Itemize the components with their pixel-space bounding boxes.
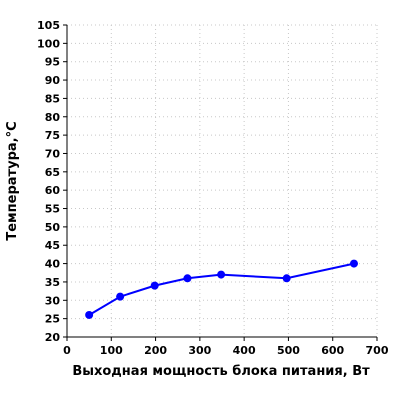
y-tick-label: 75 — [45, 129, 60, 142]
y-tick-label: 20 — [45, 331, 61, 344]
y-axis-ticks: 20 25 30 35 40 45 50 55 60 65 70 75 80 85 90 95 100 105 — [37, 19, 67, 344]
y-tick-label: 45 — [45, 239, 60, 252]
y-tick-label: 100 — [37, 37, 60, 50]
y-tick-label: 95 — [45, 56, 60, 69]
axes — [66, 25, 377, 338]
y-tick-label: 65 — [45, 166, 60, 179]
x-tick-label: 700 — [366, 344, 389, 357]
y-axis-label: Температура,°C — [5, 121, 20, 240]
y-tick-label: 30 — [45, 294, 61, 307]
y-tick-label: 90 — [45, 74, 61, 87]
data-point — [349, 259, 358, 268]
data-series — [85, 259, 358, 319]
y-tick-label: 60 — [45, 184, 61, 197]
x-tick-label: 600 — [321, 344, 344, 357]
y-tick-label: 55 — [45, 203, 60, 216]
y-tick-label: 80 — [45, 111, 61, 124]
x-tick-label: 100 — [100, 344, 123, 357]
y-tick-label: 40 — [45, 258, 61, 271]
x-axis-label: Выходная мощность блока питания, Вт — [72, 364, 370, 379]
x-tick-label: 200 — [144, 344, 167, 357]
y-tick-label: 25 — [45, 313, 60, 326]
grid — [67, 24, 378, 337]
data-point — [116, 292, 125, 301]
x-axis-ticks: 0 100 200 300 400 500 600 700 — [63, 337, 389, 357]
data-point — [150, 281, 159, 290]
x-tick-label: 400 — [233, 344, 256, 357]
y-tick-label: 85 — [45, 92, 60, 105]
y-tick-label: 35 — [45, 276, 60, 289]
x-tick-label: 500 — [277, 344, 300, 357]
y-tick-label: 70 — [45, 147, 61, 160]
data-point — [282, 274, 291, 283]
y-tick-label: 50 — [45, 221, 61, 234]
x-tick-label: 300 — [188, 344, 211, 357]
data-point — [183, 274, 192, 283]
y-tick-label: 105 — [37, 19, 60, 32]
x-tick-label: 0 — [63, 344, 71, 357]
data-point — [85, 310, 94, 319]
data-point — [217, 270, 226, 279]
